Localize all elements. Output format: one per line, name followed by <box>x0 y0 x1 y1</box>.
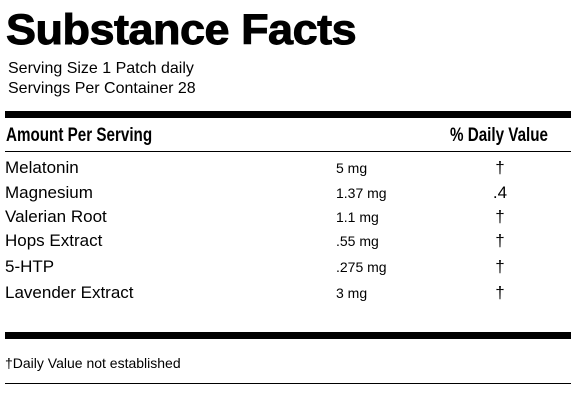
ingredient-amount: 1.37 mg <box>336 185 387 201</box>
ingredient-name: Hops Extract <box>5 231 103 250</box>
ingredient-amount: 5 mg <box>336 160 368 176</box>
daily-value: † <box>495 283 505 302</box>
ingredient-amount: 3 mg <box>336 285 368 301</box>
footnote: †Daily Value not established <box>5 355 181 371</box>
ingredient-amount: .275 mg <box>336 259 387 275</box>
serving-size: Serving Size 1 Patch daily <box>8 60 194 77</box>
ingredient-amount: 1.1 mg <box>336 209 379 225</box>
ingredient-name: Magnesium <box>5 183 93 202</box>
daily-value: .4 <box>492 183 508 202</box>
ingredient-name: Melatonin <box>5 158 79 177</box>
column-header: % Daily Value <box>450 125 549 146</box>
thick-rule <box>5 332 571 339</box>
ingredient-name: 5-HTP <box>5 257 55 276</box>
daily-value: † <box>495 207 505 226</box>
title: Substance Facts <box>5 5 357 54</box>
daily-value: † <box>495 231 505 250</box>
ingredient-name: Lavender Extract <box>5 283 134 302</box>
ingredient-amount: .55 mg <box>336 233 379 249</box>
thin-rule <box>5 383 571 384</box>
column-header: Amount Per Serving <box>6 125 153 146</box>
thick-rule <box>5 111 571 118</box>
daily-value: † <box>495 158 505 177</box>
thin-rule <box>5 151 571 152</box>
ingredient-name: Valerian Root <box>5 207 107 226</box>
servings-per-container: Servings Per Container 28 <box>8 80 196 97</box>
daily-value: † <box>495 257 505 276</box>
